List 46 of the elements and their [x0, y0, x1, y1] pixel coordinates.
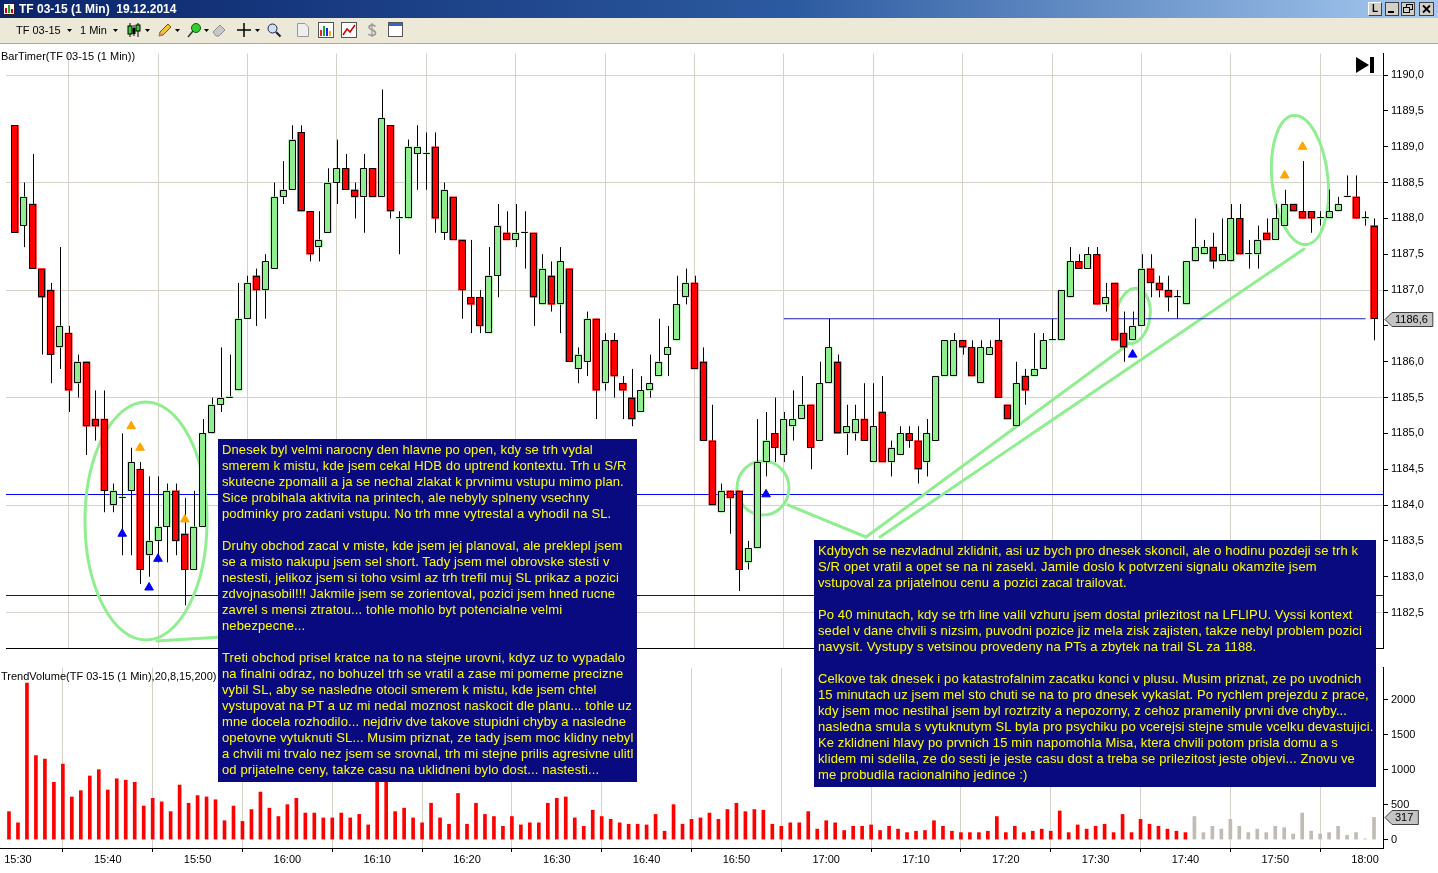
text: 317: [1395, 810, 1414, 823]
x-tick-label: 15:40: [94, 852, 122, 865]
y-tick-label: 1190,0: [1391, 68, 1424, 81]
x-tick-label: 16:40: [632, 852, 661, 865]
y-tick-label: 2000: [1391, 692, 1416, 705]
x-tick-label: 17:10: [902, 852, 930, 865]
x-tick-label: 17:00: [812, 852, 840, 865]
y-tick-label: 1188,5: [1391, 175, 1424, 188]
y-tick-label: 500: [1391, 797, 1410, 810]
x-tick-label: 17:30: [1081, 852, 1110, 865]
x-tick-label: 16:20: [453, 852, 481, 865]
y-tick-label: 1000: [1391, 762, 1416, 775]
y-tick-label: 1500: [1391, 727, 1416, 740]
chart-title: TF 03-15 (1 Min) 19.12.2014: [19, 2, 177, 16]
x-tick-label: 16:10: [363, 852, 391, 865]
chart-title: TrendVolume(TF 03-15 (1 Min),20,8,15,200): [1, 670, 217, 683]
text: Kdybych se nezvladnul zklidnit, asi uz bych pro dnesek skoncil, ale o hodinu pozdeji se trh k S/R opet vratil a opet se na ni zasekl. Jamile doslo k potvrzeni signalu okamzite jsem vstupoval za prijatelnou cenu a pozici zacal trailovat. Po 40 minutach, kdy se trh line valil vzhuru jsem dostal prilezitost na LFLIPU. Vyssi kontext sedel v dane chvili s nizsim, puvodni pozice jiz mela zisk zajisten, takze nebyl problem pozici navysit. Vystupy s vetsinou provedeny na PTs a zbytek na trail SL za 1188. Celkove tak dnesek i po katastrofalnim zacatku konci v plusu. Musim priznat, ze po uvodnich 15 minutach uz jsem mel sto chuti se na to pro dnesek vykaslat. Po rychlem prejezdu z prace, kdy jsem moc nestihal jsem byl roztrzity a nepozorny, z cehoz pramenily prvni dve chyby... nasledna smula s vytuknutym SL byla pro psychiku po vcerejsi stejne smule vcelku devastujici. Ke zklidneni hlavy po prvnich 15 min napomohla Misa, ktera chvili potom prisla domu a s klidem mi sdelila, ze do sesti je jeste casu dost a treba se prilezitost jeste objevi... Znovu ve me probudila racionalniho jedince :): [818, 543, 1374, 782]
x-tick-label: 15:50: [183, 852, 212, 865]
y-tick-label: 1189,5: [1391, 103, 1424, 116]
y-tick-label: 1185,0: [1391, 426, 1424, 439]
x-tick-label: 17:50: [1261, 852, 1289, 865]
text: 1 Min: [80, 24, 107, 37]
y-tick-label: 1185,5: [1391, 390, 1424, 403]
x-tick-label: 18:00: [1351, 852, 1379, 865]
y-tick-label: 0: [1391, 832, 1398, 845]
y-tick-label: 1187,0: [1391, 283, 1424, 296]
y-tick-label: 1184,0: [1391, 498, 1424, 511]
x-tick-label: 15:30: [4, 852, 32, 865]
x-tick-label: 16:30: [543, 852, 571, 865]
y-tick-label: 1183,5: [1391, 533, 1424, 546]
y-tick-label: 1182,5: [1391, 605, 1424, 618]
y-tick-label: 1184,5: [1391, 462, 1424, 475]
window-button: L: [1368, 2, 1382, 16]
x-tick-label: 17:40: [1171, 852, 1200, 865]
y-tick-label: 1183,0: [1391, 569, 1424, 582]
y-tick-label: 1189,0: [1391, 139, 1424, 152]
text: TF 03-15: [16, 24, 61, 37]
text: 1186,6: [1395, 312, 1428, 325]
x-tick-label: 16:00: [273, 852, 302, 865]
y-tick-label: 1188,0: [1391, 211, 1424, 224]
y-tick-label: 1187,5: [1391, 247, 1424, 260]
x-tick-label: 16:50: [722, 852, 751, 865]
y-tick-label: 1186,0: [1391, 354, 1424, 367]
chart-subtitle: BarTimer(TF 03-15 (1 Min)): [1, 50, 136, 63]
text: Dnesek byl velmi narocny den hlavne po open, kdy se trh vydal smerem k mistu, kde jsem cekal HDB do uptrend kontextu. Trh u S/R skutecne zpomalil a ja se nechal zlakat k prvnimu vstupu mimo plan. Sice probihala aktivita na printech, ale nebyly splneny vsechny podminky pro zadani vstupu. No trh mne vytrestal a vyhodil na SL. Druhy obchod zacal v miste, kde jsem jej planoval, ale preklepl jsem se a misto nakupu jsem sel short. Tady jsem mel obrovske stesti v nestesti, jelikoz jsem si toho vsiml az trh trefil muj SL prikaz a pozici zdvojnasobil!!! Jakmile jsem se zorientoval, pozici jsem hned rucne zavrel s mensi ztratou... tohle mohlo byt potencialne velmi nebezpecne... Treti obchod prisel kratce na to na stejne urovni, kdyz uz to vypadalo na finalni odraz, no bohuzel trh se vratil a zase mi pomerne precizne vybil SL, aby se nasledne otocil smerem k mistu, kde jsem chtel vystupovat na PT a uz mi nedal moznost naskocit dle planu... tohle uz mne docela rozhodilo... nejdriv dve takove stupidni chyby a nasledne opetovne vytuknuti SL... Musim priznat, ze tady jsem moc klidny nebyl a chvili mi trvalo nez jsem se srovnal, trh mi stejne prilis agresivne ulitl od prijatelne ceny, takze casu na uklidneni bylo dost... nastesti...: [222, 442, 634, 777]
x-tick-label: 17:20: [992, 852, 1020, 865]
